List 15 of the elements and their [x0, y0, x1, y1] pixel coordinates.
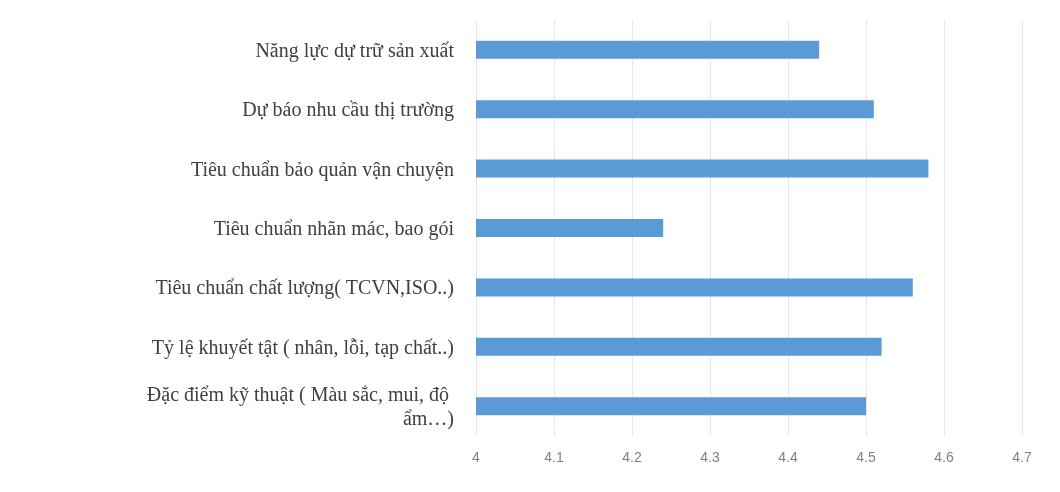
y-tick-label: Tỷ lệ khuyết tật ( nhân, lỗi, tạp chất..) — [151, 335, 454, 359]
y-tick-label: Tiêu chuẩn chất lượng( TCVN,ISO..) — [155, 276, 454, 300]
y-tick-label: Tiêu chuẩn bảo quản vận chuyện — [190, 157, 454, 181]
x-tick-label: 4 — [472, 449, 481, 465]
y-tick-label: Dự báo nhu cầu thị trường — [242, 98, 454, 122]
x-tick-label: 4.5 — [856, 449, 876, 465]
x-tick-label: 4.6 — [934, 449, 954, 465]
x-tick-label: 4.1 — [544, 449, 564, 465]
x-tick-label: 4.2 — [622, 449, 642, 465]
x-tick-label: 4.3 — [700, 449, 720, 465]
y-tick-label: Năng lực dự trữ sản xuất — [255, 38, 455, 62]
y-tick-label: Đặc điểm kỹ thuật ( Màu sắc, mui, độ ẩm…) — [146, 383, 454, 431]
y-tick-label: Tiêu chuẩn nhãn mác, bao gói — [213, 217, 455, 240]
x-tick-label: 4.7 — [1012, 449, 1032, 465]
x-tick-label: 4.4 — [778, 449, 798, 465]
